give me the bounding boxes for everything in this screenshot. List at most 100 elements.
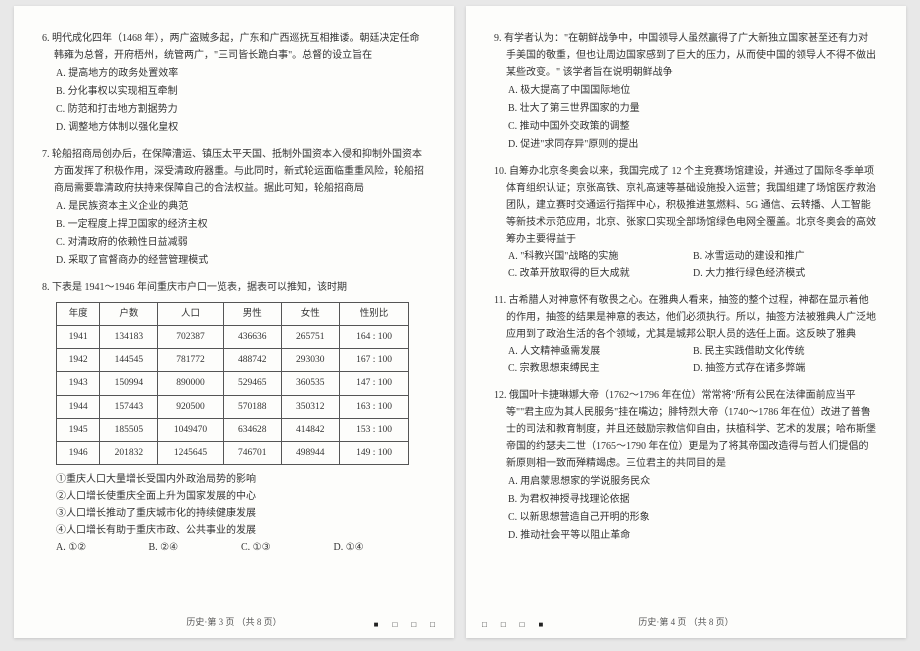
q11-opt-b: B. 民主实践借助文化传统 xyxy=(693,343,878,360)
th-hh: 户数 xyxy=(100,303,158,326)
q10-stem: 10. 自筹办北京冬奥会以来，我国完成了 12 个主竞赛场馆建设，并通过了国际冬… xyxy=(494,163,878,248)
q11-options: A. 人文精神亟需发展 B. 民主实践借助文化传统 C. 宗教思想束缚民主 D.… xyxy=(494,343,878,377)
q11-stem: 11. 古希腊人对神意怀有敬畏之心。在雅典人看来，抽签的整个过程，神都在显示着他… xyxy=(494,292,878,343)
table-row: 1944157443920500570188350312163 : 100 xyxy=(57,395,409,418)
table-row: 1943150994890000529465360535147 : 100 xyxy=(57,372,409,395)
q12-opt-b: B. 为君权神授寻找理论依据 xyxy=(508,491,878,508)
question-6: 6. 明代成化四年（1468 年），两广盗贼多起，广东和广西巡抚互相推诿。朝廷决… xyxy=(42,30,426,136)
table-cell: 360535 xyxy=(281,372,339,395)
table-cell: 153 : 100 xyxy=(339,418,409,441)
table-cell: 293030 xyxy=(281,349,339,372)
q11-opt-d: D. 抽签方式存在诸多弊端 xyxy=(693,360,878,377)
table-cell: 1945 xyxy=(57,418,100,441)
table-cell: 570188 xyxy=(223,395,281,418)
q8-table-body: 1941134183702387436636265751164 : 100194… xyxy=(57,326,409,465)
q8-combo-b: B. ②④ xyxy=(149,539,242,556)
q9-opt-d: D. 促进"求同存异"原则的提出 xyxy=(508,136,878,153)
q7-opt-a: A. 是民族资本主义企业的典范 xyxy=(56,198,426,215)
q12-stem: 12. 俄国叶卡捷琳娜大帝（1762～1796 年在位）常常将"所有公民在法律面… xyxy=(494,387,878,472)
q8-combo-d: D. ①④ xyxy=(334,539,427,556)
q10-opt-c: C. 改革开放取得的巨大成就 xyxy=(508,265,693,282)
page-right: 9. 有学者认为："在朝鲜战争中，中国领导人虽然赢得了广大新独立国家甚至还有力对… xyxy=(466,6,906,638)
q9-opt-a: A. 极大提高了中国国际地位 xyxy=(508,82,878,99)
q12-options: A. 用启蒙思想家的学说服务民众 B. 为君权神授寻找理论依据 C. 以新思想营… xyxy=(494,473,878,544)
q6-opt-a: A. 提高地方的政务处置效率 xyxy=(56,65,426,82)
table-cell: 167 : 100 xyxy=(339,349,409,372)
table-cell: 781772 xyxy=(158,349,223,372)
th-female: 女性 xyxy=(281,303,339,326)
table-cell: 920500 xyxy=(158,395,223,418)
q11-opt-c: C. 宗教思想束缚民主 xyxy=(508,360,693,377)
q10-options: A. "科教兴国"战略的实施 B. 冰雪运动的建设和推广 C. 改革开放取得的巨… xyxy=(494,248,878,282)
th-ratio: 性别比 xyxy=(339,303,409,326)
question-10: 10. 自筹办北京冬奥会以来，我国完成了 12 个主竞赛场馆建设，并通过了国际冬… xyxy=(494,163,878,282)
table-cell: 634628 xyxy=(223,418,281,441)
page-left: 6. 明代成化四年（1468 年），两广盗贼多起，广东和广西巡抚互相推诿。朝廷决… xyxy=(14,6,454,638)
table-cell: 147 : 100 xyxy=(339,372,409,395)
table-cell: 702387 xyxy=(158,326,223,349)
table-row: 19462018321245645746701498944149 : 100 xyxy=(57,441,409,464)
table-cell: 134183 xyxy=(100,326,158,349)
question-11: 11. 古希腊人对神意怀有敬畏之心。在雅典人看来，抽签的整个过程，神都在显示着他… xyxy=(494,292,878,377)
q7-stem: 7. 轮船招商局创办后，在保障漕运、镇压太平天国、抵制外国资本入侵和抑制外国资本… xyxy=(42,146,426,197)
table-cell: 201832 xyxy=(100,441,158,464)
q8-sub-2: ②人口增长使重庆全面上升为国家发展的中心 xyxy=(56,488,426,505)
q10-opt-a: A. "科教兴国"战略的实施 xyxy=(508,248,693,265)
q8-stem: 8. 下表是 1941～1946 年间重庆市户口一览表，据表可以推知，该时期 xyxy=(42,279,426,296)
table-cell: 488742 xyxy=(223,349,281,372)
q8-combo-a: A. ①② xyxy=(56,539,149,556)
table-cell: 265751 xyxy=(281,326,339,349)
q11-opt-a: A. 人文精神亟需发展 xyxy=(508,343,693,360)
q7-opt-c: C. 对清政府的依赖性日益减弱 xyxy=(56,234,426,251)
th-year: 年度 xyxy=(57,303,100,326)
right-scan-marks: □ □ □ ■ xyxy=(482,619,546,630)
q12-opt-d: D. 推动社会平等以阻止革命 xyxy=(508,527,878,544)
q8-sub-1: ①重庆人口大量增长受国内外政治局势的影响 xyxy=(56,471,426,488)
table-header-row: 年度 户数 人口 男性 女性 性别比 xyxy=(57,303,409,326)
table-row: 19451855051049470634628414842153 : 100 xyxy=(57,418,409,441)
q6-options: A. 提高地方的政务处置效率 B. 分化事权以实现相互牵制 C. 防范和打击地方… xyxy=(42,65,426,136)
table-cell: 164 : 100 xyxy=(339,326,409,349)
table-cell: 1245645 xyxy=(158,441,223,464)
q12-opt-a: A. 用启蒙思想家的学说服务民众 xyxy=(508,473,878,490)
table-cell: 350312 xyxy=(281,395,339,418)
q7-opt-d: D. 采取了官督商办的经营管理模式 xyxy=(56,252,426,269)
q6-opt-b: B. 分化事权以实现相互牵制 xyxy=(56,83,426,100)
question-12: 12. 俄国叶卡捷琳娜大帝（1762～1796 年在位）常常将"所有公民在法律面… xyxy=(494,387,878,544)
table-cell: 185505 xyxy=(100,418,158,441)
q9-stem: 9. 有学者认为："在朝鲜战争中，中国领导人虽然赢得了广大新独立国家甚至还有力对… xyxy=(494,30,878,81)
table-cell: 436636 xyxy=(223,326,281,349)
q9-opt-c: C. 推动中国外交政策的调整 xyxy=(508,118,878,135)
q8-sub-4: ④人口增长有助于重庆市政、公共事业的发展 xyxy=(56,522,426,539)
table-cell: 150994 xyxy=(100,372,158,395)
table-cell: 1942 xyxy=(57,349,100,372)
table-cell: 149 : 100 xyxy=(339,441,409,464)
question-9: 9. 有学者认为："在朝鲜战争中，中国领导人虽然赢得了广大新独立国家甚至还有力对… xyxy=(494,30,878,153)
table-cell: 1944 xyxy=(57,395,100,418)
q9-opt-b: B. 壮大了第三世界国家的力量 xyxy=(508,100,878,117)
q8-combo-c: C. ①③ xyxy=(241,539,334,556)
table-cell: 746701 xyxy=(223,441,281,464)
table-cell: 1946 xyxy=(57,441,100,464)
question-8: 8. 下表是 1941～1946 年间重庆市户口一览表，据表可以推知，该时期 年… xyxy=(42,279,426,556)
q12-opt-c: C. 以新思想营造自己开明的形象 xyxy=(508,509,878,526)
q8-sub-statements: ①重庆人口大量增长受国内外政治局势的影响 ②人口增长使重庆全面上升为国家发展的中… xyxy=(42,471,426,539)
question-7: 7. 轮船招商局创办后，在保障漕运、镇压太平天国、抵制外国资本入侵和抑制外国资本… xyxy=(42,146,426,269)
table-row: 1941134183702387436636265751164 : 100 xyxy=(57,326,409,349)
table-cell: 1049470 xyxy=(158,418,223,441)
table-cell: 498944 xyxy=(281,441,339,464)
q10-opt-b: B. 冰雪运动的建设和推广 xyxy=(693,248,878,265)
q7-options: A. 是民族资本主义企业的典范 B. 一定程度上捍卫国家的经济主权 C. 对清政… xyxy=(42,198,426,269)
q6-stem: 6. 明代成化四年（1468 年），两广盗贼多起，广东和广西巡抚互相推诿。朝廷决… xyxy=(42,30,426,64)
th-male: 男性 xyxy=(223,303,281,326)
q10-opt-d: D. 大力推行绿色经济模式 xyxy=(693,265,878,282)
q8-sub-3: ③人口增长推动了重庆城市化的持续健康发展 xyxy=(56,505,426,522)
left-scan-marks: ■ □ □ □ xyxy=(374,619,438,630)
table-cell: 414842 xyxy=(281,418,339,441)
table-row: 1942144545781772488742293030167 : 100 xyxy=(57,349,409,372)
table-cell: 157443 xyxy=(100,395,158,418)
q8-table: 年度 户数 人口 男性 女性 性别比 194113418370238743663… xyxy=(56,302,409,465)
table-cell: 144545 xyxy=(100,349,158,372)
th-pop: 人口 xyxy=(158,303,223,326)
q9-options: A. 极大提高了中国国际地位 B. 壮大了第三世界国家的力量 C. 推动中国外交… xyxy=(494,82,878,153)
